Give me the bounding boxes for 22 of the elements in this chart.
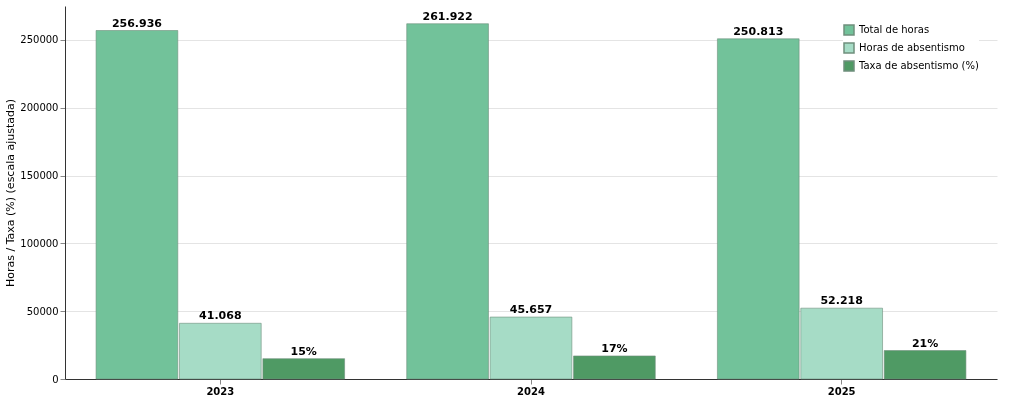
x-tick-label: 2024 xyxy=(517,385,545,397)
y-tick-label: 150000 xyxy=(20,170,59,182)
y-tick-label: 200000 xyxy=(20,102,59,114)
data-label: 261.922 xyxy=(422,9,473,23)
data-label: 41.068 xyxy=(199,309,242,323)
data-label: 45.657 xyxy=(509,303,553,317)
legend-label: Taxa de absentismo (%) xyxy=(858,60,980,71)
data-label: 256.936 xyxy=(111,16,163,30)
data-label: 52.218 xyxy=(820,294,863,308)
y-tick-label: 50000 xyxy=(26,305,59,317)
data-label: 15% xyxy=(290,344,317,358)
data-label: 17% xyxy=(601,341,628,355)
x-tick-label: 2025 xyxy=(827,385,856,397)
legend-label: Horas de absentismo xyxy=(859,42,965,53)
y-tick-label: 250000 xyxy=(20,34,59,46)
legend-label: Total de horas xyxy=(858,24,930,35)
y-tick-label: 0 xyxy=(52,373,59,385)
data-label: 21% xyxy=(911,336,939,350)
y-axis-title: Horas / Taxa (%) (escala ajustada) xyxy=(4,98,18,288)
y-tick-label: 100000 xyxy=(20,237,59,249)
x-tick-label: 2023 xyxy=(206,385,235,397)
data-label: 250.813 xyxy=(733,24,784,38)
